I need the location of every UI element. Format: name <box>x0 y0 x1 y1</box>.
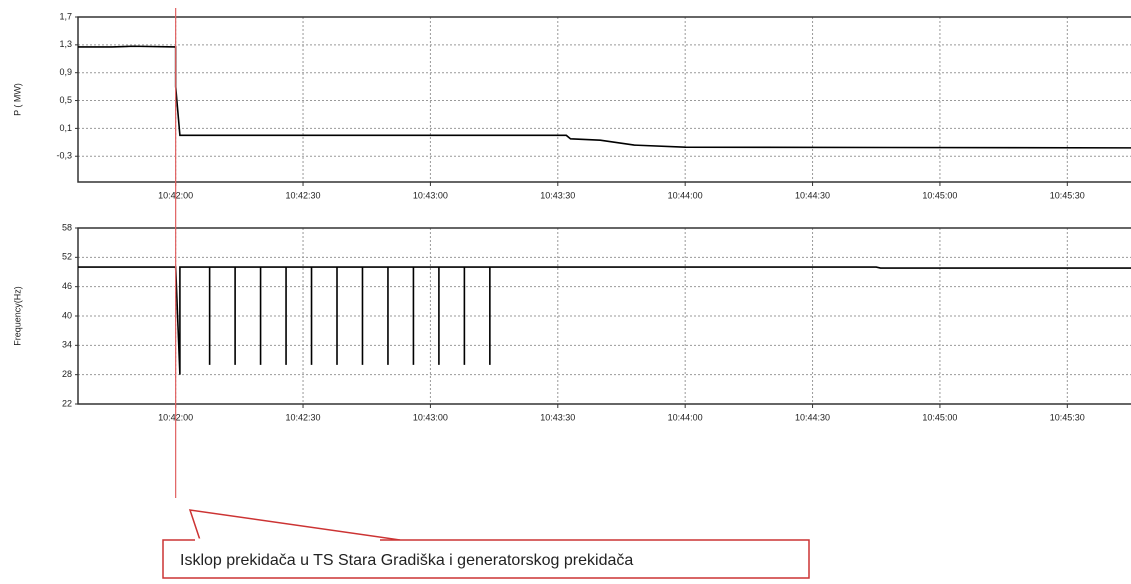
plot-frame <box>77 227 1131 405</box>
plot-frame <box>77 16 1131 183</box>
x-tick-label: 10:42:30 <box>286 412 321 422</box>
y-tick-label: 1,3 <box>59 39 72 49</box>
callout-pointer <box>188 509 401 541</box>
data-line <box>78 45 1131 149</box>
y-tick-label: 40 <box>62 310 72 320</box>
annotation-text: Isklop prekidača u TS Stara Gradiška i g… <box>180 552 633 569</box>
y-tick-label: 58 <box>62 222 72 232</box>
x-tick-label: 10:43:30 <box>540 412 575 422</box>
x-tick-label: 10:44:00 <box>668 190 703 200</box>
y-tick-label: 34 <box>62 340 72 350</box>
x-tick-label: 10:43:00 <box>413 190 448 200</box>
y-tick-label: 0,9 <box>59 67 72 77</box>
x-tick-label: 10:44:00 <box>668 412 703 422</box>
x-tick-label: 10:45:30 <box>1050 412 1085 422</box>
x-tick-label: 10:45:30 <box>1050 190 1085 200</box>
data-line <box>78 266 1131 375</box>
x-tick-label: 10:44:30 <box>795 412 830 422</box>
x-tick-label: 10:43:00 <box>413 412 448 422</box>
x-tick-label: 10:43:30 <box>540 190 575 200</box>
y-tick-label: 0,5 <box>59 95 72 105</box>
x-tick-label: 10:45:00 <box>922 190 957 200</box>
x-tick-label: 10:45:00 <box>922 412 957 422</box>
y-tick-label: 1,7 <box>59 11 72 21</box>
y-tick-label: 46 <box>62 281 72 291</box>
y-tick-label: 0,1 <box>59 123 72 133</box>
y-tick-label: -0,3 <box>56 151 72 161</box>
x-tick-label: 10:44:30 <box>795 190 830 200</box>
y-tick-label: 22 <box>62 398 72 408</box>
callout-box <box>162 539 810 579</box>
x-tick-label: 10:42:30 <box>286 190 321 200</box>
y-tick-label: 28 <box>62 369 72 379</box>
y-tick-label: 52 <box>62 252 72 262</box>
y-axis-label: Frequency(Hz) <box>12 286 22 346</box>
y-axis-label: P ( MW) <box>12 83 22 116</box>
